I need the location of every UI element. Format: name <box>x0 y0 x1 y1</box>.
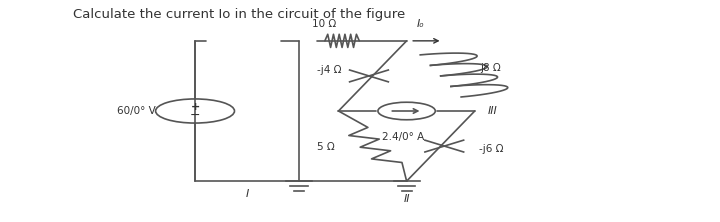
Text: 60/0° V: 60/0° V <box>117 106 156 116</box>
Text: 10 Ω: 10 Ω <box>312 19 336 29</box>
Text: I: I <box>246 189 248 199</box>
Text: II: II <box>403 194 410 204</box>
Text: Iₒ: Iₒ <box>417 19 425 29</box>
Text: -j4 Ω: -j4 Ω <box>318 65 342 75</box>
Text: +: + <box>190 102 199 112</box>
Text: -j6 Ω: -j6 Ω <box>479 144 503 154</box>
Text: j8 Ω: j8 Ω <box>480 63 501 73</box>
Text: 2.4/0° A: 2.4/0° A <box>382 132 424 142</box>
Text: III: III <box>488 106 498 116</box>
Text: 5 Ω: 5 Ω <box>317 142 335 152</box>
Text: Calculate the current Io in the circuit of the figure: Calculate the current Io in the circuit … <box>73 8 405 21</box>
Text: −: − <box>190 109 200 122</box>
